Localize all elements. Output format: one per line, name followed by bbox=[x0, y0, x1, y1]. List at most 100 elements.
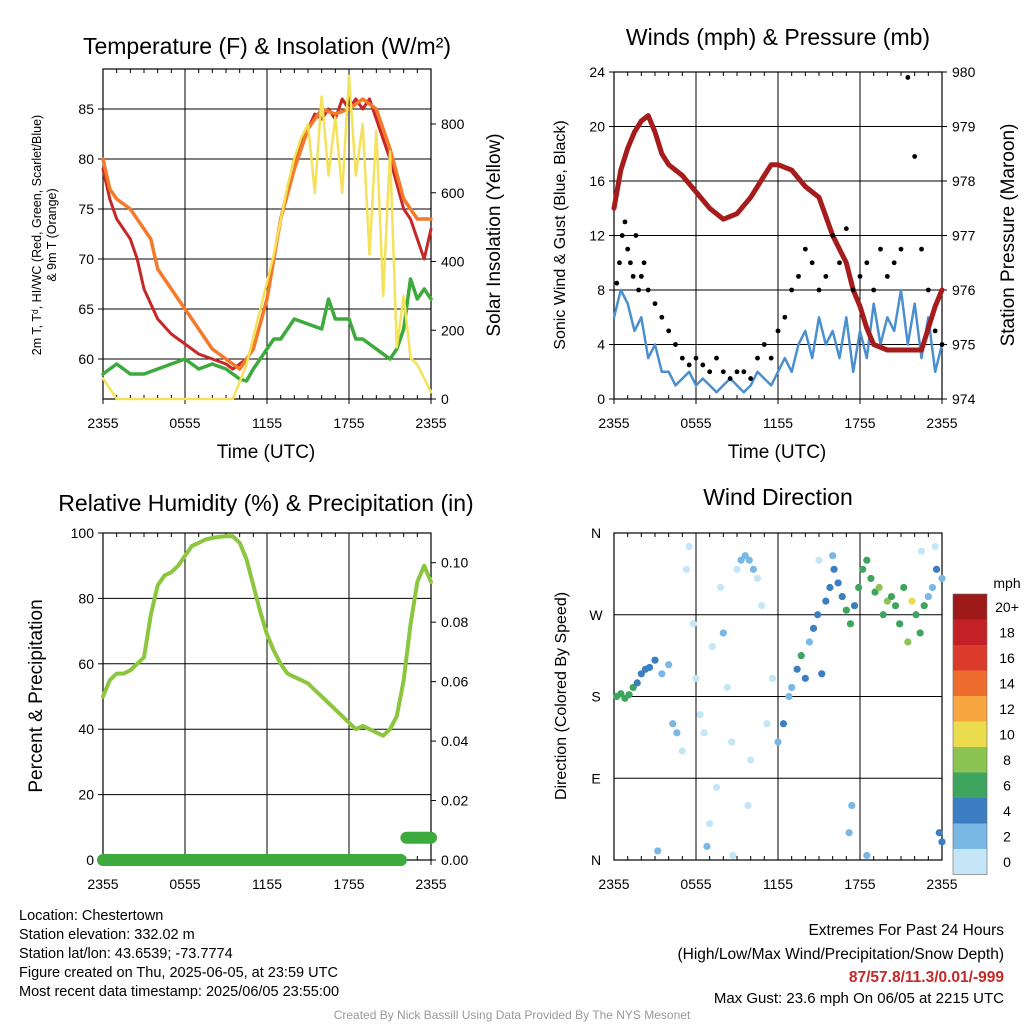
dir-point bbox=[863, 556, 871, 564]
wind-gust-point bbox=[617, 260, 622, 266]
colorbar-cell bbox=[953, 696, 987, 722]
wind-right-axis-title: Station Pressure (Maroon) bbox=[998, 124, 1019, 347]
rh-left-axis-title: Percent & Precipitation bbox=[26, 599, 47, 792]
dir-point bbox=[712, 783, 721, 791]
credit-text: Created By Nick Bassill Using Data Provi… bbox=[334, 1008, 691, 1022]
wind-gust-point bbox=[823, 273, 829, 279]
dir-xtick-label: 1755 bbox=[844, 876, 875, 892]
wind-series-line bbox=[612, 288, 944, 394]
dir-point bbox=[788, 683, 796, 692]
wind-gust-point bbox=[645, 287, 651, 293]
dir-xtick-label: 1155 bbox=[763, 876, 793, 892]
colorbar-cell bbox=[953, 594, 987, 620]
wind-gust-point bbox=[666, 328, 672, 334]
dir-point bbox=[917, 547, 926, 555]
dir-point bbox=[719, 629, 727, 637]
wind-gust-point bbox=[830, 233, 836, 238]
wind-gust-point bbox=[843, 226, 849, 232]
dir-point bbox=[678, 747, 686, 755]
wind-gust-point bbox=[734, 369, 740, 375]
dir-point bbox=[814, 611, 822, 619]
rh-y2tick-label: 0.00 bbox=[441, 852, 468, 868]
wind-gust-point bbox=[884, 273, 890, 279]
temp-y2tick-label: 200 bbox=[441, 322, 465, 338]
wind-x-axis-title: Time (UTC) bbox=[728, 442, 827, 463]
dir-point bbox=[887, 592, 896, 601]
station-info: Location: Chestertown Station elevation:… bbox=[19, 907, 339, 1002]
dir-point bbox=[908, 597, 916, 605]
colorbar-label: 14 bbox=[999, 675, 1015, 691]
dir-point bbox=[779, 720, 788, 728]
dir-point bbox=[867, 574, 875, 583]
wind-series-line bbox=[611, 113, 945, 353]
dir-point bbox=[692, 674, 700, 682]
wind-gust-point bbox=[633, 233, 639, 238]
wind-y2tick-label: 974 bbox=[952, 391, 976, 407]
dir-point bbox=[745, 556, 753, 564]
dir-point bbox=[912, 611, 920, 619]
wind-ytick-label: 8 bbox=[597, 282, 605, 298]
wind-gust-point bbox=[802, 246, 808, 252]
temp-series-line bbox=[101, 277, 433, 383]
station-latlon: Station lat/lon: 43.6539; -73.7774 bbox=[19, 946, 233, 962]
dir-point bbox=[708, 642, 717, 651]
dir-point bbox=[651, 656, 659, 664]
temp-left-axis-title-line2: & 9m T (Orange) bbox=[45, 188, 59, 281]
wind-gust-point bbox=[628, 260, 633, 266]
wind-left-axis-title: Sonic Wind & Gust (Blue, Black) bbox=[552, 120, 569, 349]
dir-point bbox=[733, 565, 741, 573]
dir-ytick-label: N bbox=[591, 852, 601, 868]
wind-ytick-label: 4 bbox=[597, 337, 605, 353]
max-gust-text: Max Gust: 23.6 mph On 06/05 at 2215 UTC bbox=[714, 990, 1004, 1007]
wind-gust-point bbox=[925, 287, 931, 293]
wind-gust-point bbox=[619, 233, 625, 238]
wind-gust-point bbox=[748, 376, 754, 381]
rh-ytick-label: 40 bbox=[78, 721, 94, 737]
wind-gust-point bbox=[912, 154, 918, 159]
rh-ytick-label: 0 bbox=[86, 852, 94, 868]
dir-point bbox=[815, 556, 823, 564]
dir-point bbox=[809, 624, 818, 632]
temp-y2tick-label: 0 bbox=[441, 391, 449, 407]
wind-gust-point bbox=[707, 369, 713, 375]
dir-point bbox=[924, 592, 932, 601]
dir-point bbox=[891, 602, 900, 610]
dir-point bbox=[706, 820, 714, 828]
colorbar-label: 16 bbox=[999, 650, 1015, 666]
extremes-title: Extremes For Past 24 Hours bbox=[808, 922, 1004, 939]
rh-ytick-label: 60 bbox=[78, 656, 94, 672]
temp-ytick-label: 70 bbox=[78, 251, 94, 267]
dir-point bbox=[935, 829, 943, 837]
dir-point bbox=[768, 674, 777, 682]
dir-point bbox=[793, 665, 801, 673]
colorbar-cell bbox=[953, 645, 987, 671]
wind-gust-point bbox=[919, 246, 924, 252]
dir-point bbox=[645, 663, 654, 672]
wind-plot-frame bbox=[613, 71, 943, 400]
dir-point bbox=[848, 801, 856, 810]
wind-gust-point bbox=[905, 75, 911, 80]
wind-gust-point bbox=[625, 246, 631, 252]
wind-gust-point bbox=[727, 376, 733, 381]
wind-gust-point bbox=[850, 287, 856, 293]
colorbar-label: 10 bbox=[999, 726, 1015, 742]
dir-point bbox=[830, 565, 838, 573]
temp-right-axis-title: Solar Insolation (Yellow) bbox=[484, 133, 505, 336]
wind-y2tick-label: 976 bbox=[952, 282, 976, 298]
colorbar-cell bbox=[953, 849, 987, 875]
dir-point bbox=[818, 670, 826, 678]
wind-gust-point bbox=[878, 246, 883, 252]
dir-point bbox=[682, 565, 691, 573]
colorbar-frame bbox=[952, 593, 988, 875]
rh-y2tick-label: 0.06 bbox=[441, 674, 468, 690]
colorbar-cell bbox=[953, 772, 987, 798]
wind-gust-point bbox=[693, 355, 699, 361]
dir-point bbox=[938, 838, 946, 846]
dir-point bbox=[805, 638, 814, 646]
wind-xtick-label: 2355 bbox=[598, 415, 629, 431]
dir-point bbox=[669, 720, 677, 728]
temp-x-axis-title: Time (UTC) bbox=[217, 442, 316, 463]
dir-point bbox=[845, 829, 853, 837]
dir-point bbox=[723, 683, 732, 692]
